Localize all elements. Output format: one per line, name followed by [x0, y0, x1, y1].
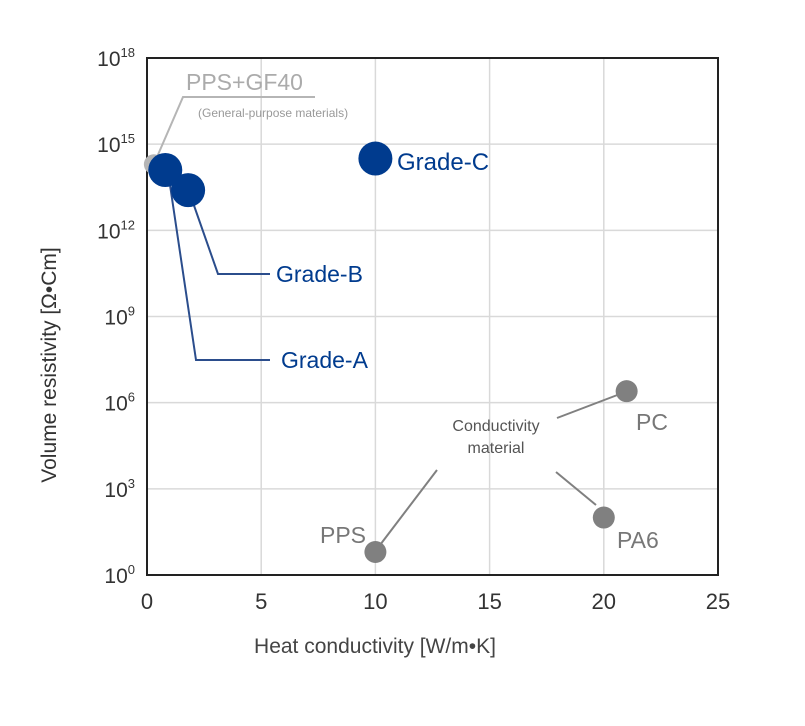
- leader-lines: [152, 96, 621, 546]
- y-tick-label: 1012: [97, 217, 135, 243]
- y-tick-label: 109: [104, 304, 135, 330]
- y-axis-label: Volume resistivity [Ω•Cm]: [38, 247, 61, 482]
- grade-b-label: Grade-B: [276, 261, 363, 287]
- x-tick-label: 25: [706, 589, 730, 614]
- pc-label: PC: [636, 409, 668, 435]
- grade-b-leader: [191, 199, 270, 275]
- pa6-point: [592, 506, 615, 529]
- grade-a-leader: [168, 179, 270, 361]
- y-tick-label: 103: [104, 476, 135, 502]
- grade-b-point: [171, 173, 206, 208]
- x-tick-label: 20: [592, 589, 616, 614]
- pa6-leader: [555, 471, 597, 506]
- general-purpose-label: (General-purpose materials): [198, 106, 348, 120]
- conductivity-label-line1: Conductivity: [452, 418, 539, 435]
- pps-gf40-leader: [152, 96, 315, 165]
- grade-c-label: Grade-C: [397, 149, 489, 176]
- pps-gf40-label: PPS+GF40: [186, 69, 303, 95]
- x-tick-label: 10: [363, 589, 387, 614]
- y-tick-label: 1018: [97, 45, 135, 71]
- pa6-label: PA6: [617, 527, 659, 553]
- pps-leader: [379, 469, 438, 546]
- pc-point: [615, 380, 638, 403]
- plot-frame: [146, 57, 719, 576]
- y-tick-label: 1015: [97, 131, 135, 157]
- grid: [147, 58, 718, 575]
- x-tick-label: 15: [477, 589, 501, 614]
- x-axis-label: Heat conductivity [W/m•K]: [254, 635, 496, 658]
- x-tick-label: 5: [255, 589, 267, 614]
- pps-point: [364, 541, 387, 564]
- pps-label: PPS: [320, 522, 366, 548]
- grade-a-point: [148, 153, 183, 188]
- grade-a-label: Grade-A: [281, 347, 369, 373]
- conductivity-label-line2: material: [468, 440, 525, 457]
- pc-leader: [556, 393, 621, 419]
- grade-c-point: [358, 141, 393, 176]
- y-tick-label: 100: [104, 562, 135, 588]
- point-labels: PPS+GF40 (General-purpose materials) Grade…: [186, 69, 668, 553]
- x-tick-label: 0: [141, 589, 153, 614]
- data-points: [143, 141, 638, 564]
- y-tick-label: 106: [104, 390, 135, 416]
